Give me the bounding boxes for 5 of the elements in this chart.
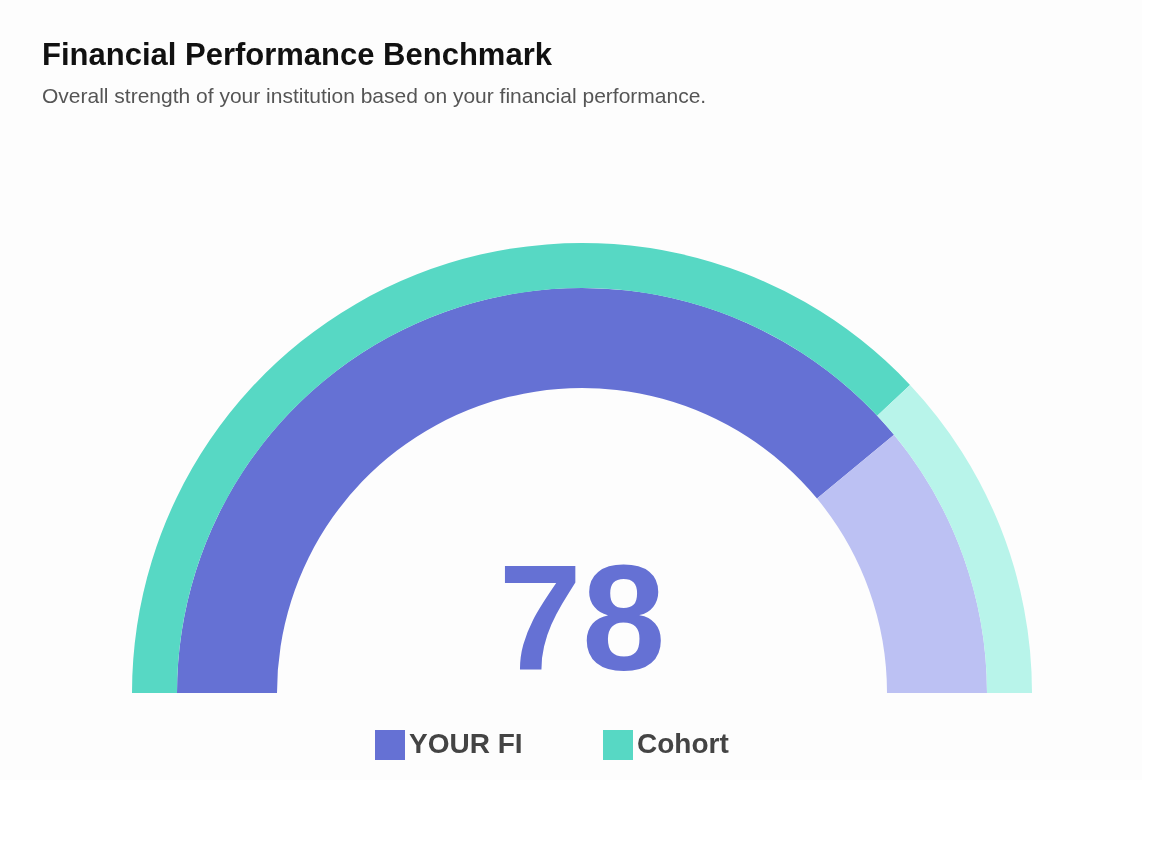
- data-label: 78: [498, 534, 666, 702]
- legend-label: YOUR FI: [409, 728, 523, 759]
- chart-title: Financial Performance Benchmark: [42, 37, 553, 72]
- chart-subtitle: Overall strength of your institution based on your financial performance.: [42, 84, 707, 107]
- legend-label: Cohort: [637, 728, 729, 759]
